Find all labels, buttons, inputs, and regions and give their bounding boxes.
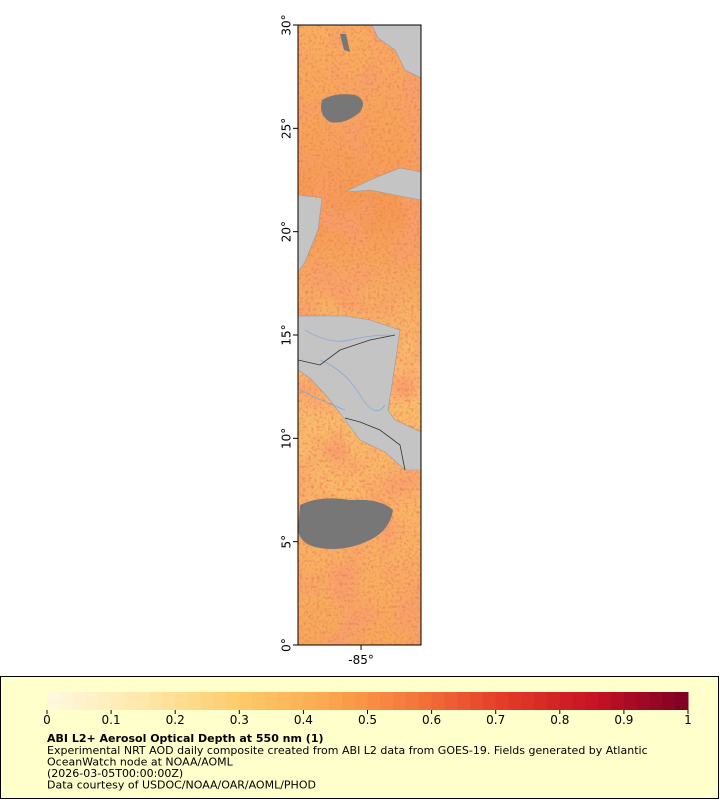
colorbar-tick-label: 0.9 — [614, 713, 633, 727]
colorbar-tick-label: 0.4 — [294, 713, 313, 727]
colorbar-tick-label: 0.7 — [486, 713, 505, 727]
colorbar-swatch — [111, 692, 125, 710]
colorbar-swatch — [354, 692, 368, 710]
colorbar-swatch — [213, 692, 227, 710]
colorbar-swatch — [393, 692, 407, 710]
colorbar-swatch — [72, 692, 86, 710]
colorbar-swatch — [495, 692, 510, 710]
lat-tick-label: 20° — [280, 221, 294, 242]
legend-line: Data courtesy of USDOC/NOAA/OAR/AOML/PHO… — [47, 779, 316, 792]
colorbar-swatch — [662, 692, 676, 710]
colorbar-tick-label: 0.5 — [358, 713, 377, 727]
no-data-area — [298, 34, 393, 549]
colorbar-swatch — [341, 692, 356, 710]
colorbar-swatch — [521, 692, 535, 710]
colorbar-swatch — [47, 692, 61, 710]
lat-tick-label: 30° — [280, 14, 294, 35]
colorbar-swatch — [418, 692, 433, 710]
colorbar-swatch — [405, 692, 420, 710]
colorbar-swatch — [546, 692, 561, 710]
colorbar-tick-label: 0.6 — [422, 713, 441, 727]
colorbar-tick-label: 0 — [43, 713, 51, 727]
colorbar-tick-label: 0.3 — [230, 713, 249, 727]
colorbar-swatch — [598, 692, 612, 710]
colorbar-swatch — [482, 692, 497, 710]
colorbar-swatch — [303, 692, 317, 710]
colorbar-swatch — [585, 692, 599, 710]
colorbar-swatch — [188, 692, 202, 710]
legend-line: OceanWatch node at NOAA/AOML — [47, 756, 234, 769]
colorbar-swatch — [59, 692, 74, 710]
colorbar-swatch — [470, 692, 484, 710]
colorbar-tick-label: 0.2 — [166, 713, 185, 727]
colorbar-swatch — [675, 692, 689, 710]
colorbar-swatch — [559, 692, 574, 710]
colorbar-swatch — [175, 692, 189, 710]
colorbar-swatch — [277, 692, 292, 710]
colorbar-swatch — [636, 692, 651, 710]
colorbar-tick-label: 1 — [684, 713, 692, 727]
colorbar-swatch — [252, 692, 266, 710]
colorbar-swatch — [380, 692, 394, 710]
lat-tick-label: 15° — [280, 324, 294, 345]
colorbar-swatch — [136, 692, 151, 710]
lat-tick-label: 10° — [280, 428, 294, 449]
colorbar-swatch — [623, 692, 638, 710]
colorbar-swatch — [329, 692, 343, 710]
lat-tick-label: 5° — [280, 535, 294, 549]
colorbar-swatch — [226, 692, 240, 710]
colorbar-tick-label: 0.1 — [102, 713, 121, 727]
colorbar-swatch — [431, 692, 445, 710]
colorbar-swatch — [200, 692, 215, 710]
colorbar-swatch — [162, 692, 176, 710]
colorbar-swatch — [149, 692, 163, 710]
legend-line: Experimental NRT AOD daily composite cre… — [47, 744, 648, 757]
colorbar-swatch — [316, 692, 330, 710]
colorbar-swatch — [611, 692, 625, 710]
legend-line: (2026-03-05T00:00:00Z) — [47, 767, 183, 780]
map-image — [298, 25, 421, 645]
colorbar-swatch — [444, 692, 458, 710]
colorbar-swatch — [649, 692, 663, 710]
colorbar-swatch — [290, 692, 304, 710]
lon-tick-label: -85° — [348, 653, 374, 667]
colorbar-swatch — [85, 692, 99, 710]
colorbar-swatch — [264, 692, 279, 710]
colorbar-swatch — [572, 692, 586, 710]
colorbar — [47, 692, 689, 710]
colorbar-swatch — [98, 692, 112, 710]
lat-tick-label: 25° — [280, 118, 294, 139]
colorbar-swatch — [508, 692, 522, 710]
colorbar-swatch — [367, 692, 381, 710]
lat-tick-label: 0° — [280, 638, 294, 652]
colorbar-tick-label: 0.8 — [550, 713, 569, 727]
colorbar-swatch — [123, 692, 138, 710]
legend-title: ABI L2+ Aerosol Optical Depth at 550 nm … — [47, 732, 324, 745]
colorbar-swatch — [534, 692, 548, 710]
colorbar-swatch — [457, 692, 471, 710]
colorbar-swatch — [239, 692, 253, 710]
